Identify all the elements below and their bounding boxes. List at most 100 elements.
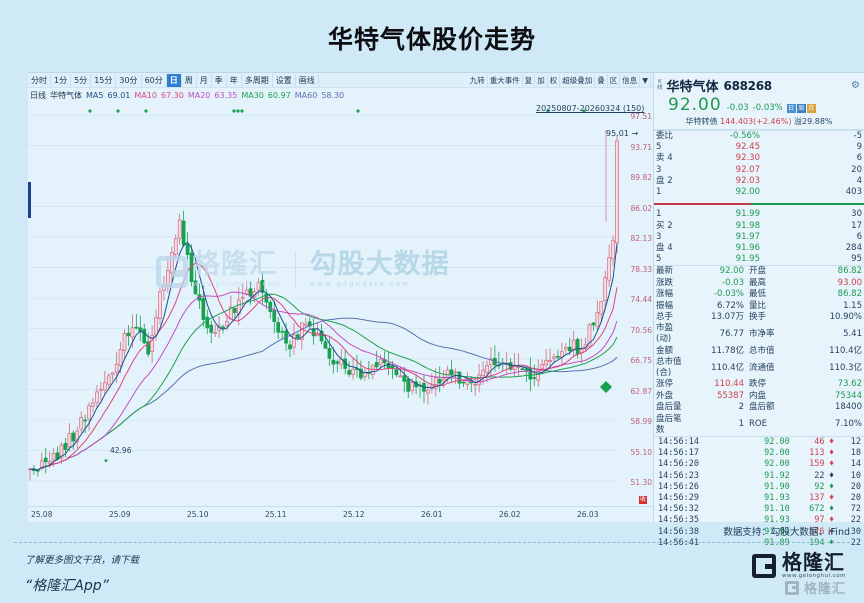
tick-direction-icon: ♦ — [828, 481, 835, 492]
gear-icon[interactable]: ⚙ — [851, 80, 860, 91]
tick-row[interactable]: 14:56:14 92.00 46 ♦ 12 — [654, 436, 864, 448]
mini-button-week[interactable]: 周 — [796, 104, 806, 113]
toolbar-item-多周期[interactable]: 多周期 — [242, 73, 273, 87]
toolbar-item-权[interactable]: 权 — [548, 74, 561, 87]
stat-label: 盘后额 — [749, 402, 775, 413]
order-price: 91.97 — [735, 231, 760, 242]
toolbar-item-设置[interactable]: 设置 — [273, 73, 296, 87]
tick-row[interactable]: 14:56:38 91.94 576 ♦ 30 — [654, 527, 864, 538]
stat-row: 涨跌 -0.03 最高 93.00 — [654, 278, 864, 289]
tick-time: 14:56:32 — [658, 504, 699, 515]
ask-row-3[interactable]: 3 92.07 20 — [654, 165, 864, 176]
stat-value: 86.82 — [780, 265, 864, 278]
date-axis-tick: 26.03 — [577, 510, 599, 519]
stat-value: 10.90% — [829, 311, 862, 322]
tick-total: 22 — [850, 515, 861, 526]
order-price: 91.95 — [735, 254, 760, 265]
order-level: 3 — [656, 231, 662, 242]
promo-line-1: 了解更多图文干货，请下载 — [25, 555, 140, 566]
tick-row[interactable]: 14:56:41 91.89 194 ♦ 22 — [654, 538, 864, 549]
candlestick-plot[interactable]: 20250807-20260324 (150) 95.01 → 42.96 97… — [28, 102, 653, 522]
tick-time: 14:56:14 — [658, 436, 699, 447]
toolbar-item-60分[interactable]: 60分 — [142, 73, 167, 87]
toolbar-item-年[interactable]: 年 — [227, 73, 242, 87]
order-qty: 284 — [845, 243, 862, 254]
tick-price: 91.90 — [764, 481, 790, 492]
last-price-flag: 收 — [638, 496, 647, 504]
toolbar-item-重大事件[interactable]: 重大事件 — [488, 74, 523, 87]
toolbar-item-复[interactable]: 复 — [523, 74, 536, 87]
bid-row-1[interactable]: 1 91.99 30 — [654, 209, 864, 220]
mini-period-buttons[interactable]: 日 周 月 — [786, 104, 816, 113]
tick-total: 22 — [850, 537, 861, 548]
order-price: 91.98 — [735, 220, 760, 231]
toolbar-item-区[interactable]: 区 — [608, 74, 621, 87]
stock-code: 688268 — [723, 78, 773, 93]
toolbar-item-分时[interactable]: 分时 — [28, 73, 51, 87]
tick-time: 14:56:29 — [658, 492, 699, 503]
tick-row[interactable]: 14:56:35 91.93 97 ♦ 22 — [654, 515, 864, 526]
ask-row-1[interactable]: 1 92.00 403 — [654, 187, 864, 198]
tick-row[interactable]: 14:56:17 92.00 113 ♦ 18 — [654, 448, 864, 459]
tick-time: 14:56:35 — [658, 515, 699, 526]
toolbar-item-画线[interactable]: 画线 — [296, 73, 319, 87]
toolbar-item-5分[interactable]: 5分 — [71, 73, 92, 87]
toolbar-item-超级叠加[interactable]: 超级叠加 — [560, 74, 596, 87]
bid-row-5[interactable]: 5 91.95 95 — [654, 254, 864, 265]
toolbar-item-加[interactable]: 加 — [535, 74, 548, 87]
chevron-down-icon[interactable]: ▼ — [640, 74, 651, 87]
period-toolbar: 分时 1分 5分 15分 30分 60分日周月季年多周期 设置 画线 九转 重大事件复加权超级叠加… — [28, 73, 653, 88]
toolbar-item-月[interactable]: 月 — [197, 73, 212, 87]
tick-row[interactable]: 14:56:29 91.93 137 ♦ 20 — [654, 493, 864, 504]
stat-value: 6.72% — [716, 300, 744, 311]
toolbar-item-30分[interactable]: 30分 — [116, 73, 142, 87]
stat-label: 涨停 — [656, 379, 674, 390]
tick-row[interactable]: 14:56:20 92.00 159 ♦ 14 — [654, 459, 864, 470]
toolbar-item-周[interactable]: 周 — [182, 73, 197, 87]
stat-label: 振幅 — [656, 300, 674, 311]
ask-row-4[interactable]: 卖 4 92.30 6 — [654, 153, 864, 164]
ma30-label: MA30 — [241, 90, 264, 100]
order-ratio-row[interactable]: 委比 -0.56% -5 — [654, 130, 864, 143]
tick-row[interactable]: 14:56:32 91.10 672 ♦ 72 — [654, 504, 864, 515]
order-qty: 30 — [851, 209, 862, 220]
ma60-value: 58.30 — [321, 90, 345, 100]
ask-row-2[interactable]: 盘 2 92.03 4 — [654, 176, 864, 187]
tick-price: 92.00 — [764, 448, 790, 459]
mini-button-month[interactable]: 月 — [806, 104, 816, 113]
stat-label: 涨幅 — [656, 289, 674, 300]
stat-value: 110.4亿 — [829, 345, 862, 356]
toolbar-item-15分[interactable]: 15分 — [91, 73, 117, 87]
toolbar-item-季[interactable]: 季 — [212, 73, 227, 87]
ma5-value: 69.01 — [107, 90, 131, 100]
convertible-bond-row[interactable]: 华特转债 144.403(+2.46%) 溢29.88% — [654, 116, 864, 130]
footer-divider — [14, 542, 850, 543]
order-level: 盘 2 — [656, 175, 673, 186]
order-price: 92.45 — [735, 142, 760, 153]
toolbar-item-信息[interactable]: 信息 — [620, 74, 641, 87]
page-title: 华特气体股价走势 — [327, 25, 536, 54]
price-axis-tick: 70.56 — [630, 325, 652, 335]
stat-label: ROE — [749, 419, 767, 430]
date-axis: 25.08 25.09 25.10 25.11 25.12 26.01 26.02 26.03 — [28, 506, 653, 522]
tick-row[interactable]: 14:56:26 91.90 92 ♦ 20 — [654, 482, 864, 493]
bid-row-3[interactable]: 3 91.97 6 — [654, 232, 864, 243]
stat-value: 73.62 — [837, 379, 862, 390]
bid-row-4[interactable]: 盘 4 91.96 284 — [654, 243, 864, 254]
mini-button-day[interactable]: 日 — [786, 104, 796, 113]
toolbar-item-日[interactable]: 日 — [166, 73, 182, 87]
trading-app-window: 分时 1分 5分 15分 30分 60分日周月季年多周期 设置 画线 九转 重大事件复加权超级叠加… — [28, 72, 864, 548]
tick-row[interactable]: 14:56:23 91.92 22 ♦ 10 — [654, 471, 864, 482]
toolbar-item-叠[interactable]: 叠 — [595, 74, 608, 87]
bid-row-2[interactable]: 买 2 91.98 17 — [654, 221, 864, 232]
order-qty: 9 — [856, 142, 862, 153]
ask-row-5[interactable]: 5 92.45 9 — [654, 142, 864, 153]
order-price: 91.96 — [735, 243, 760, 254]
toolbar-item-九转[interactable]: 九转 — [468, 74, 488, 87]
tick-direction-icon: ♦ — [828, 526, 835, 537]
stat-label: 内盘 — [749, 390, 767, 401]
toolbar-item-1分[interactable]: 1分 — [51, 73, 72, 87]
tick-direction-icon: ♦ — [828, 504, 835, 515]
